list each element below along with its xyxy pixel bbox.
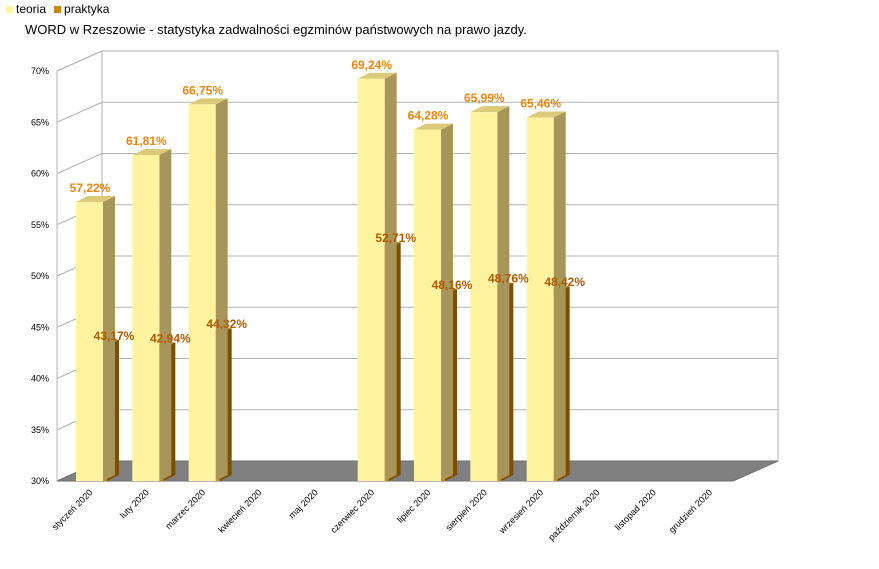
y-tick-label: 55% <box>31 220 49 230</box>
legend-swatch-teoria <box>6 5 13 13</box>
y-tick-label: 35% <box>31 425 49 435</box>
bar-teoria-top <box>357 72 397 79</box>
data-label-praktyka: 42,94% <box>150 331 191 345</box>
legend-item-teoria: teoria <box>6 2 46 16</box>
bar-teoria-side <box>159 148 172 481</box>
bar-teoria-side <box>384 72 397 481</box>
legend-label-teoria: teoria <box>16 2 47 16</box>
data-label-teoria: 64,28% <box>408 109 449 123</box>
x-tick-label: kwiecień 2020 <box>216 487 263 534</box>
bar-teoria <box>357 72 397 481</box>
y-tick-label: 40% <box>31 374 49 384</box>
bar-teoria-front <box>470 112 498 481</box>
data-label-teoria: 66,75% <box>182 83 223 97</box>
bar-teoria <box>132 148 172 481</box>
y-tick-label: 70% <box>31 66 49 76</box>
x-tick-label: maj 2020 <box>287 487 320 520</box>
x-tick-label: czerwiec 2020 <box>328 487 376 535</box>
bar-teoria-front <box>76 201 103 481</box>
x-tick-label: październik 2020 <box>546 487 601 542</box>
bar-teoria <box>188 98 228 481</box>
data-label-teoria: 65,46% <box>520 97 561 111</box>
legend-item-praktyka: praktyka <box>54 2 109 16</box>
x-tick-label: luty 2020 <box>118 487 151 520</box>
bar-teoria-side <box>215 98 228 481</box>
x-tick-label: sierpień 2020 <box>444 487 489 532</box>
bar-teoria-side <box>553 111 566 481</box>
legend-swatch-praktyka <box>54 5 62 13</box>
bar-teoria-top <box>188 98 228 105</box>
bar-teoria <box>414 123 453 481</box>
x-tick-label: lipiec 2020 <box>395 487 432 524</box>
data-label-teoria: 65,99% <box>464 91 505 105</box>
x-tick-label: marzec 2020 <box>163 487 207 531</box>
x-tick-label: grudzień 2020 <box>667 487 714 534</box>
data-label-praktyka: 52,71% <box>375 231 416 245</box>
bar-teoria <box>76 195 115 481</box>
bar-teoria-front <box>132 154 160 481</box>
x-tick-label: listopad 2020 <box>613 487 658 532</box>
data-label-praktyka: 48,16% <box>432 278 473 292</box>
bar-teoria <box>526 111 566 481</box>
legend-label-praktyka: praktyka <box>64 2 110 16</box>
bar-teoria-front <box>357 78 385 481</box>
data-label-praktyka: 48,42% <box>544 275 585 289</box>
legend: teoria praktyka <box>6 2 113 16</box>
data-label-teoria: 57,22% <box>70 181 111 195</box>
bar-teoria-front <box>414 129 441 481</box>
data-label-teoria: 69,24% <box>351 58 392 72</box>
data-label-teoria: 61,81% <box>126 134 167 148</box>
bar-teoria-front <box>526 117 554 481</box>
bar-teoria-top <box>76 195 115 202</box>
bar-teoria-top <box>132 148 172 155</box>
gridline-side <box>56 101 103 123</box>
y-tick-label: 50% <box>31 271 49 281</box>
data-label-praktyka: 44,32% <box>206 317 247 331</box>
bar-teoria-side <box>497 106 510 481</box>
gridline-side <box>56 153 103 174</box>
y-tick-label: 65% <box>31 117 49 127</box>
bar-teoria-side <box>103 195 115 481</box>
y-tick-label: 45% <box>31 322 49 332</box>
chart-title: WORD w Rzeszowie - statystyka zadwalnośc… <box>25 22 527 37</box>
y-tick-label: 60% <box>31 169 49 179</box>
bar-teoria-side <box>441 123 453 481</box>
y-tick-label: 30% <box>31 476 49 486</box>
bar-teoria-top <box>470 106 510 113</box>
data-label-praktyka: 48,76% <box>488 272 529 286</box>
x-tick-label: styczeń 2020 <box>50 487 95 532</box>
bar-teoria-top <box>414 123 453 130</box>
data-label-praktyka: 43,17% <box>94 329 135 343</box>
bar-teoria-top <box>526 111 566 118</box>
bar-teoria <box>470 106 510 481</box>
bar-teoria-front <box>188 104 216 481</box>
gridline-side <box>56 50 103 72</box>
x-tick-label: wrzesień 2020 <box>496 487 545 536</box>
